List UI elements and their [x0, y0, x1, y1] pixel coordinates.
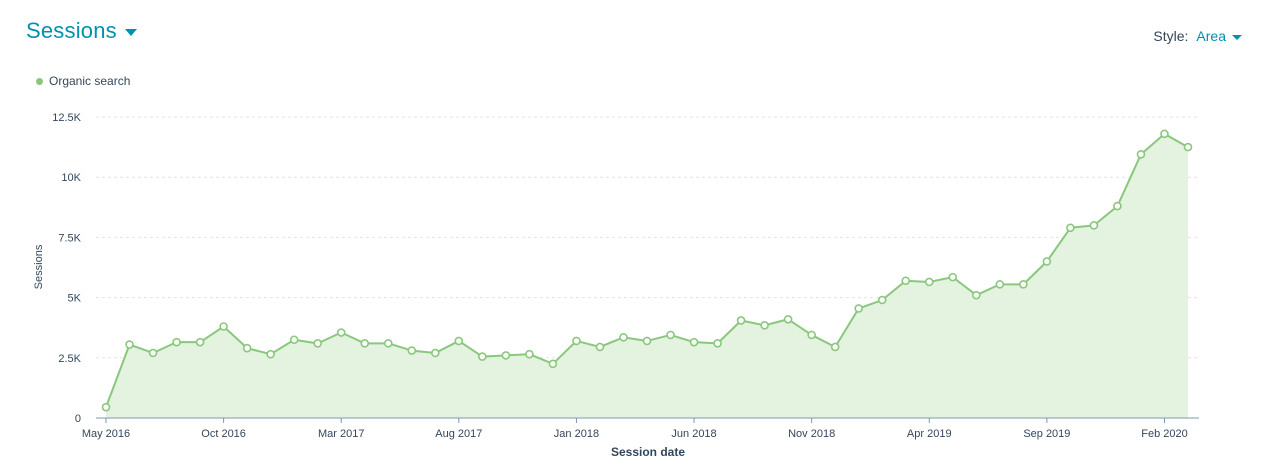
- data-point[interactable]: [877, 295, 887, 305]
- x-tick-label: Apr 2019: [907, 428, 952, 440]
- x-tick-label: May 2016: [82, 428, 130, 440]
- data-point[interactable]: [1089, 221, 1099, 230]
- legend-swatch-icon: [36, 77, 43, 85]
- data-point[interactable]: [148, 348, 158, 358]
- data-point[interactable]: [383, 339, 393, 348]
- data-point[interactable]: [431, 348, 440, 358]
- data-point[interactable]: [666, 330, 675, 340]
- x-tick-label: Nov 2018: [788, 428, 835, 440]
- x-tick-label: Jan 2018: [554, 428, 599, 440]
- data-point[interactable]: [1066, 223, 1075, 233]
- data-point[interactable]: [760, 320, 769, 330]
- data-point[interactable]: [972, 290, 981, 300]
- data-point[interactable]: [783, 314, 793, 324]
- y-axis-label: Sessions: [33, 244, 45, 289]
- y-tick-label: 2.5K: [58, 353, 81, 365]
- data-point[interactable]: [1042, 257, 1052, 266]
- x-tick-label: Feb 2020: [1141, 428, 1187, 440]
- x-tick-label: Jun 2018: [671, 428, 716, 440]
- y-tick-label: 7.5K: [58, 232, 81, 244]
- x-tick-label: Sep 2019: [1023, 428, 1070, 440]
- data-point[interactable]: [266, 349, 275, 359]
- data-point[interactable]: [619, 333, 628, 342]
- data-point[interactable]: [736, 316, 746, 325]
- data-point[interactable]: [407, 346, 417, 355]
- data-point[interactable]: [195, 337, 205, 347]
- data-point[interactable]: [172, 337, 181, 347]
- chart-title-dropdown[interactable]: Sessions: [26, 18, 137, 44]
- caret-down-icon: [124, 28, 137, 36]
- legend-label: Organic search: [49, 74, 131, 88]
- data-point[interactable]: [360, 339, 370, 348]
- y-tick-label: 12.5K: [52, 112, 81, 124]
- data-point[interactable]: [854, 304, 863, 313]
- data-point[interactable]: [313, 339, 322, 348]
- style-label: Style:: [1153, 28, 1189, 44]
- data-point[interactable]: [901, 276, 911, 286]
- axes: 0 2.5K 5K 7.5K 10K 12.5K May 2016 Oct 2016 Mar 2…: [52, 112, 1199, 440]
- series-area: [105, 132, 1189, 418]
- data-point[interactable]: [642, 336, 652, 346]
- data-point[interactable]: [501, 351, 511, 360]
- data-point[interactable]: [454, 336, 464, 346]
- y-tick-label: 0: [75, 413, 81, 425]
- data-point[interactable]: [525, 349, 534, 359]
- x-axis-label: Session date: [611, 445, 685, 459]
- data-point[interactable]: [289, 335, 299, 345]
- data-point[interactable]: [336, 328, 346, 337]
- data-point[interactable]: [830, 342, 840, 352]
- style-value: Area: [1196, 28, 1226, 44]
- data-point[interactable]: [713, 339, 722, 348]
- data-point[interactable]: [1136, 150, 1146, 159]
- data-point[interactable]: [1183, 142, 1193, 152]
- caret-down-icon: [1232, 34, 1242, 40]
- y-tick-label: 5K: [68, 293, 82, 305]
- data-point[interactable]: [689, 337, 699, 347]
- data-point[interactable]: [948, 272, 958, 282]
- series-points: [101, 129, 1193, 412]
- data-point[interactable]: [595, 342, 605, 352]
- style-dropdown[interactable]: Area: [1196, 28, 1242, 44]
- x-tick-label: Oct 2016: [201, 428, 246, 440]
- y-tick-label: 10K: [61, 172, 81, 184]
- data-point[interactable]: [125, 340, 134, 349]
- data-point[interactable]: [807, 330, 816, 340]
- data-point[interactable]: [572, 336, 581, 346]
- data-point[interactable]: [219, 322, 228, 331]
- data-point[interactable]: [1113, 201, 1122, 211]
- data-point[interactable]: [101, 402, 111, 412]
- style-selector: Style: Area: [1153, 28, 1242, 44]
- series-area-fill: [106, 133, 1188, 418]
- data-point[interactable]: [995, 280, 1005, 289]
- data-point[interactable]: [1160, 129, 1169, 139]
- chart-title: Sessions: [26, 18, 117, 43]
- chart-legend: Organic search: [36, 74, 130, 88]
- data-point[interactable]: [548, 359, 558, 369]
- x-tick-label: Mar 2017: [318, 428, 364, 440]
- x-tick-label: Aug 2017: [435, 428, 482, 440]
- data-point[interactable]: [242, 343, 252, 353]
- data-point[interactable]: [478, 352, 487, 361]
- data-point[interactable]: [1019, 280, 1028, 289]
- data-point[interactable]: [924, 277, 934, 287]
